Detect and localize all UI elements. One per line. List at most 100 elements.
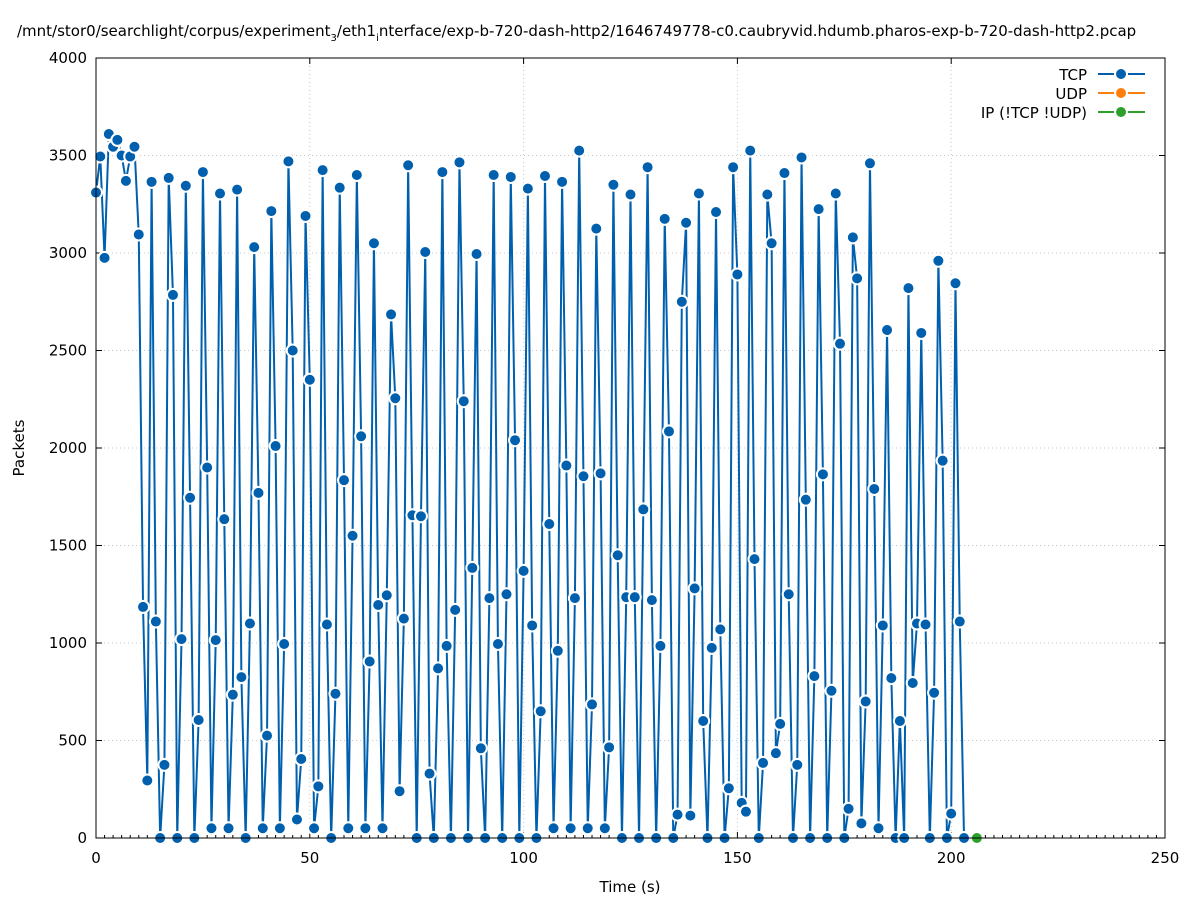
data-point (118, 173, 133, 188)
data-point (679, 215, 694, 230)
data-point (140, 773, 155, 788)
data-point (178, 178, 193, 193)
tick-labels: 0 50 100 150 200 2500500100015002000250030003… (49, 49, 1180, 867)
data-point (550, 643, 565, 658)
data-point (247, 240, 262, 255)
data-point (136, 599, 151, 614)
data-point (730, 267, 745, 282)
y-tick-label: 1500 (49, 537, 87, 555)
data-point (691, 186, 706, 201)
data-point (208, 633, 223, 648)
data-point (798, 492, 813, 507)
data-point (349, 168, 364, 182)
data-point (597, 821, 612, 836)
data-point (379, 588, 394, 603)
data-point (589, 221, 604, 236)
data-point (794, 150, 809, 165)
data-point (862, 156, 877, 171)
data-point (242, 616, 257, 631)
x-tick-label: 0 (91, 849, 101, 867)
data-point (264, 204, 279, 219)
data-point (644, 593, 659, 608)
data-point (657, 211, 672, 226)
data-point (200, 460, 215, 475)
data-point (448, 602, 463, 617)
data-point (230, 182, 245, 197)
series-lines (95, 133, 966, 839)
legend-entry-udp: UDP (1055, 85, 1145, 103)
data-point (726, 160, 741, 175)
data-point (683, 808, 698, 823)
data-point (260, 728, 275, 743)
data-point (602, 740, 617, 755)
data-point (901, 281, 916, 296)
data-point (661, 424, 676, 439)
data-point (871, 821, 886, 836)
data-point (580, 821, 595, 836)
data-point (927, 685, 942, 700)
data-point (358, 821, 373, 836)
data-point (640, 160, 655, 175)
data-point (225, 687, 240, 702)
data-point (892, 714, 907, 728)
data-point (375, 821, 390, 836)
data-point (824, 683, 839, 698)
data-point (213, 186, 228, 201)
data-point (756, 755, 771, 770)
data-point (307, 821, 322, 836)
data-point (542, 517, 557, 532)
data-point (841, 801, 856, 816)
data-point (572, 143, 587, 158)
chart-title: /mnt/stor0/searchlight/corpus/experiment… (17, 22, 1136, 44)
legend-label-ip: IP (!TCP !UDP) (981, 104, 1087, 122)
data-point (833, 336, 848, 351)
series-line-0 (95, 133, 966, 839)
y-axis-label: Packets (10, 419, 28, 476)
data-point (298, 208, 313, 223)
data-point (285, 343, 300, 358)
data-point (354, 429, 369, 444)
data-point (465, 560, 480, 575)
data-point (828, 186, 843, 201)
data-point (435, 165, 450, 180)
series-markers (89, 127, 984, 845)
data-point (747, 552, 762, 567)
data-point (811, 202, 826, 217)
data-point (503, 169, 518, 184)
data-point (760, 187, 775, 202)
legend-label-tcp: TCP (1058, 66, 1087, 84)
data-point (97, 250, 112, 265)
data-point (559, 458, 574, 473)
legend-marker-tcp (1114, 67, 1128, 81)
data-point (431, 661, 446, 676)
data-point (508, 433, 523, 448)
data-point (371, 597, 386, 612)
data-point (131, 227, 146, 242)
data-point (768, 746, 783, 761)
data-point (850, 271, 865, 286)
data-point (674, 294, 689, 309)
data-point (520, 181, 535, 196)
grid-lines (96, 58, 1165, 838)
data-point (944, 806, 959, 821)
data-point (341, 821, 356, 836)
data-point (576, 469, 591, 484)
y-tick-label: 2500 (49, 342, 87, 360)
data-point (516, 563, 531, 578)
data-point (418, 245, 433, 260)
data-point (174, 632, 189, 647)
data-point (815, 467, 830, 482)
data-point (384, 307, 399, 322)
data-point (486, 168, 501, 182)
data-point (251, 485, 266, 500)
data-point (854, 816, 869, 831)
data-point (525, 618, 540, 633)
data-point (127, 139, 142, 154)
data-point (713, 622, 728, 637)
data-point (738, 804, 753, 819)
data-point (653, 638, 668, 653)
x-tick-label: 150 (723, 849, 752, 867)
data-point (670, 807, 685, 822)
data-point (337, 473, 352, 488)
data-point (469, 246, 484, 261)
